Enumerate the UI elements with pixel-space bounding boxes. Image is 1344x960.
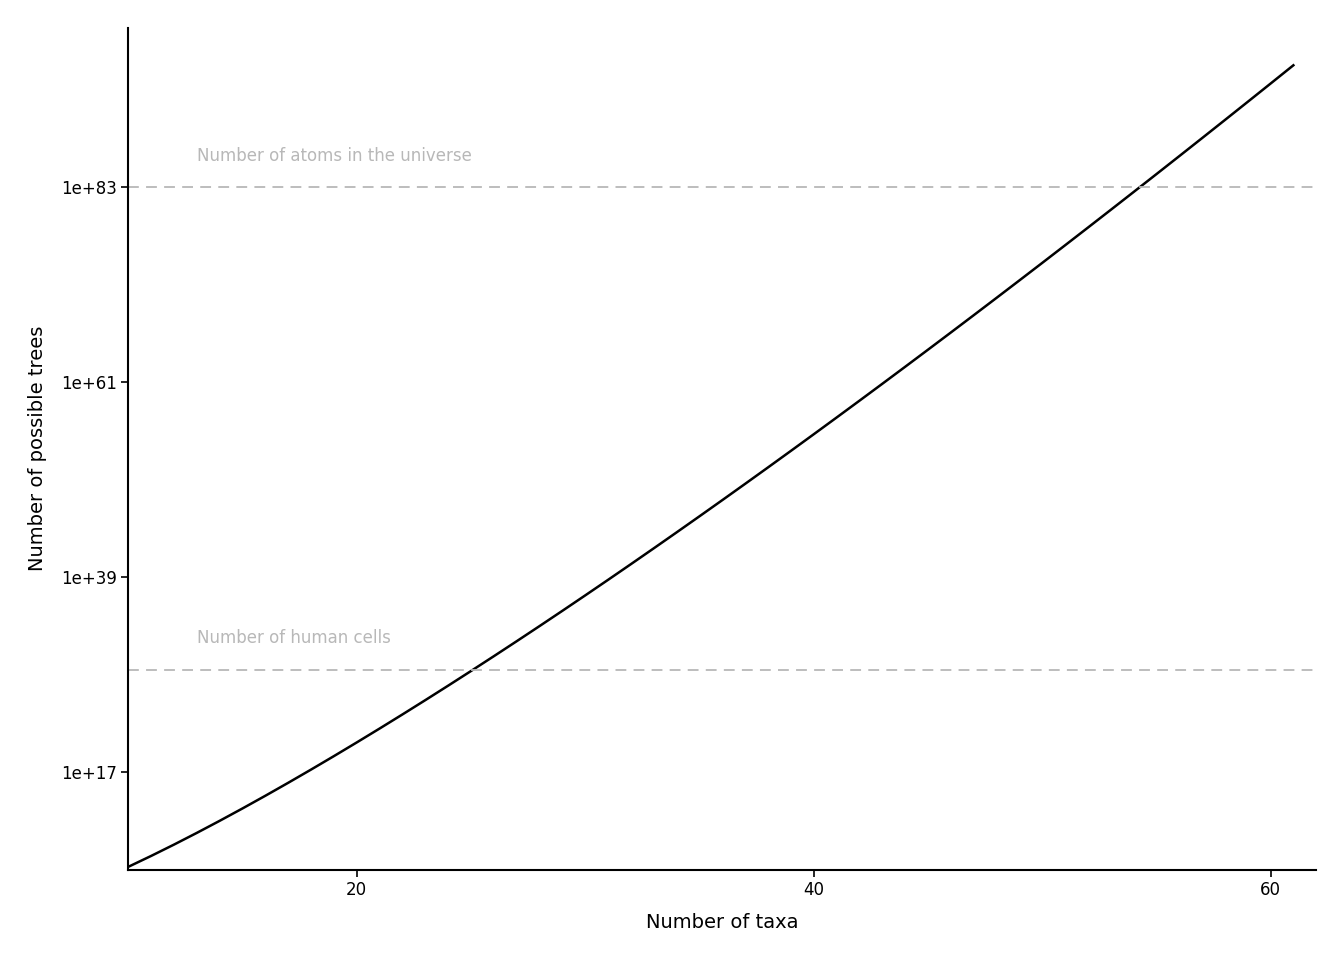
Y-axis label: Number of possible trees: Number of possible trees xyxy=(28,326,47,571)
X-axis label: Number of taxa: Number of taxa xyxy=(646,913,798,932)
Text: Number of atoms in the universe: Number of atoms in the universe xyxy=(196,147,472,165)
Text: Number of human cells: Number of human cells xyxy=(196,630,391,647)
